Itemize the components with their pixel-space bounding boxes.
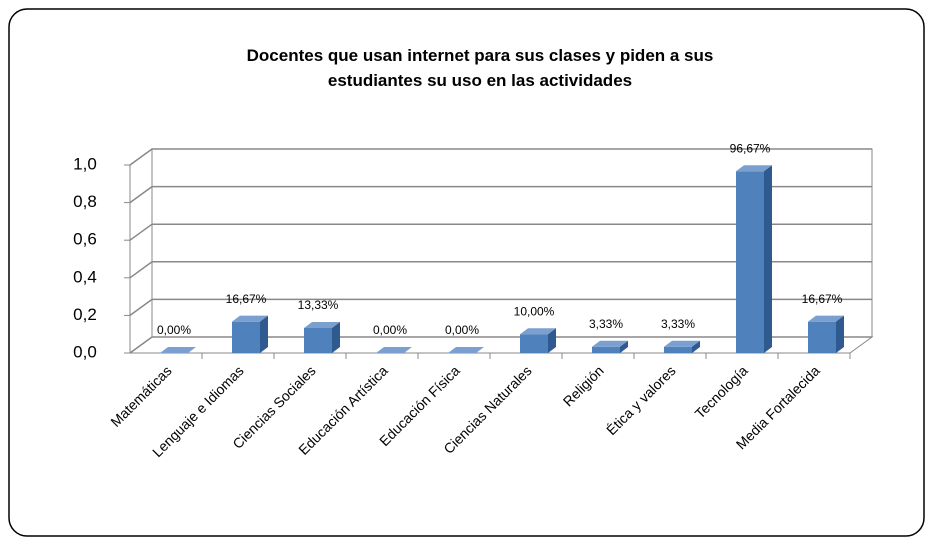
bar (160, 347, 196, 353)
bar (736, 165, 772, 353)
value-label: 3,33% (589, 317, 623, 331)
bar-side (836, 315, 844, 353)
bar-side (332, 321, 340, 353)
value-label: 0,00% (445, 323, 479, 337)
grid-line (129, 336, 872, 354)
bar-side (764, 165, 772, 353)
bar-front (736, 171, 764, 353)
grid-line (129, 261, 872, 279)
chart-border (8, 8, 925, 537)
bar-front (232, 321, 260, 353)
bar (232, 315, 268, 353)
y-tick-label: 0,2 (73, 305, 97, 324)
value-label: 16,67% (802, 292, 843, 306)
value-label: 13,33% (298, 298, 339, 312)
bar-side (548, 328, 556, 353)
bar-front (808, 321, 836, 353)
bar-side (260, 315, 268, 353)
bar-front (520, 334, 548, 353)
bar-top (160, 347, 196, 353)
bar-front (304, 327, 332, 353)
grid-line (129, 185, 872, 204)
bar-top (808, 315, 844, 322)
bar-top (736, 165, 772, 172)
y-tick-label: 0,4 (73, 267, 97, 286)
value-label: 16,67% (226, 292, 267, 306)
bar (304, 321, 340, 353)
bar (448, 347, 484, 353)
bar-side (692, 340, 700, 353)
value-label: 96,67% (730, 141, 771, 155)
bar-top (448, 347, 484, 353)
y-tick-label: 0,8 (73, 192, 97, 211)
value-label: 0,00% (373, 323, 407, 337)
bar-side (620, 340, 628, 353)
bar-front (664, 346, 692, 353)
value-label: 0,00% (157, 323, 191, 337)
y-tick-label: 1,0 (73, 154, 97, 173)
bar-top (664, 340, 700, 347)
bar-top (376, 347, 412, 353)
grid-line (129, 223, 872, 241)
bar-top (304, 321, 340, 328)
chart-title: Docentes que usan internet para sus clas… (247, 46, 714, 90)
grid-line (129, 148, 872, 166)
bar-top (520, 328, 556, 335)
bar-top (232, 315, 268, 322)
bar (808, 315, 844, 353)
y-tick-label: 0,6 (73, 230, 97, 249)
bar (520, 328, 556, 353)
bar-front (592, 346, 620, 353)
grid-line (129, 298, 872, 317)
bar (592, 340, 628, 353)
bar (664, 340, 700, 353)
value-label: 3,33% (661, 317, 695, 331)
bar (376, 347, 412, 353)
bar-top (592, 340, 628, 347)
value-label: 10,00% (514, 304, 555, 318)
y-tick-label: 0,0 (73, 342, 97, 361)
